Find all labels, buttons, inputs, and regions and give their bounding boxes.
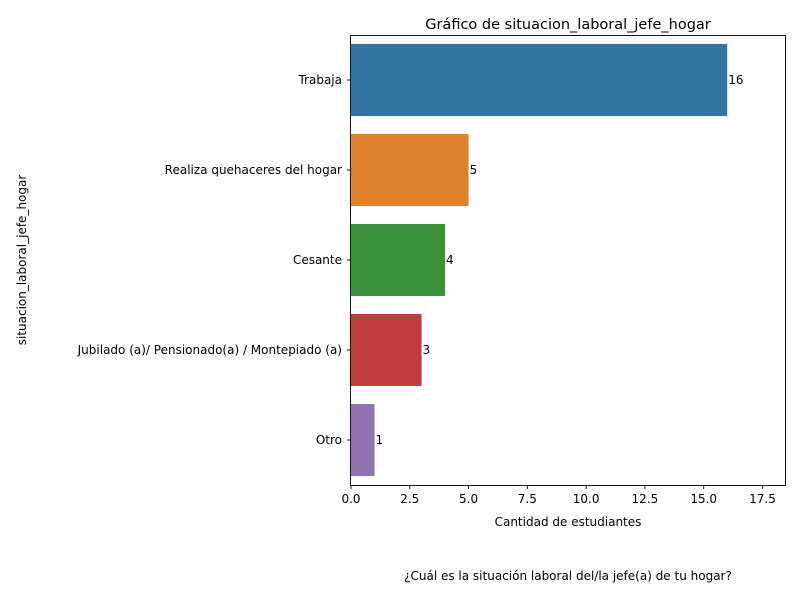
bar <box>351 224 446 296</box>
x-tick-label: 10.0 <box>573 492 600 506</box>
bars-group <box>351 44 728 476</box>
bar-value-label: 3 <box>423 343 431 357</box>
y-tick-label: Realiza quehaceres del hogar <box>165 163 342 177</box>
plot-area-frame <box>350 35 786 486</box>
x-tick-label: 2.5 <box>400 492 419 506</box>
y-tick-label: Jubilado (a)/ Pensionado(a) / Montepiado… <box>77 343 342 357</box>
x-axis: 0.0 2.5 5.0 7.5 10.0 12.5 15.0 17.5 <box>341 485 776 506</box>
bar <box>351 44 728 116</box>
x-tick-label: 7.5 <box>518 492 537 506</box>
bar <box>351 134 469 206</box>
bar-value-label: 4 <box>446 253 454 267</box>
y-axis-label: situacion_laboral_jefe_hogar <box>15 175 29 346</box>
x-tick-label: 15.0 <box>690 492 717 506</box>
x-axis-label: Cantidad de estudiantes <box>495 515 642 529</box>
y-tick-label: Trabaja <box>297 73 342 87</box>
bar-value-label: 16 <box>728 73 743 87</box>
y-axis: Trabaja Realiza quehaceres del hogar Cesan… <box>77 73 351 447</box>
bar-value-label: 1 <box>376 433 384 447</box>
x-tick-label: 5.0 <box>459 492 478 506</box>
bar <box>351 314 422 386</box>
value-labels-group: 16 5 4 3 1 <box>376 73 744 447</box>
x-tick-label: 0.0 <box>341 492 360 506</box>
chart-title: Gráfico de situacion_laboral_jefe_hogar <box>425 17 711 33</box>
y-tick-label: Cesante <box>293 253 342 267</box>
y-tick-label: Otro <box>316 433 342 447</box>
x-tick-label: 17.5 <box>749 492 776 506</box>
x-tick-label: 12.5 <box>632 492 659 506</box>
bar-value-label: 5 <box>470 163 478 177</box>
bar <box>351 404 375 476</box>
chart-caption: ¿Cuál es la situación laboral del/la jef… <box>404 569 732 583</box>
